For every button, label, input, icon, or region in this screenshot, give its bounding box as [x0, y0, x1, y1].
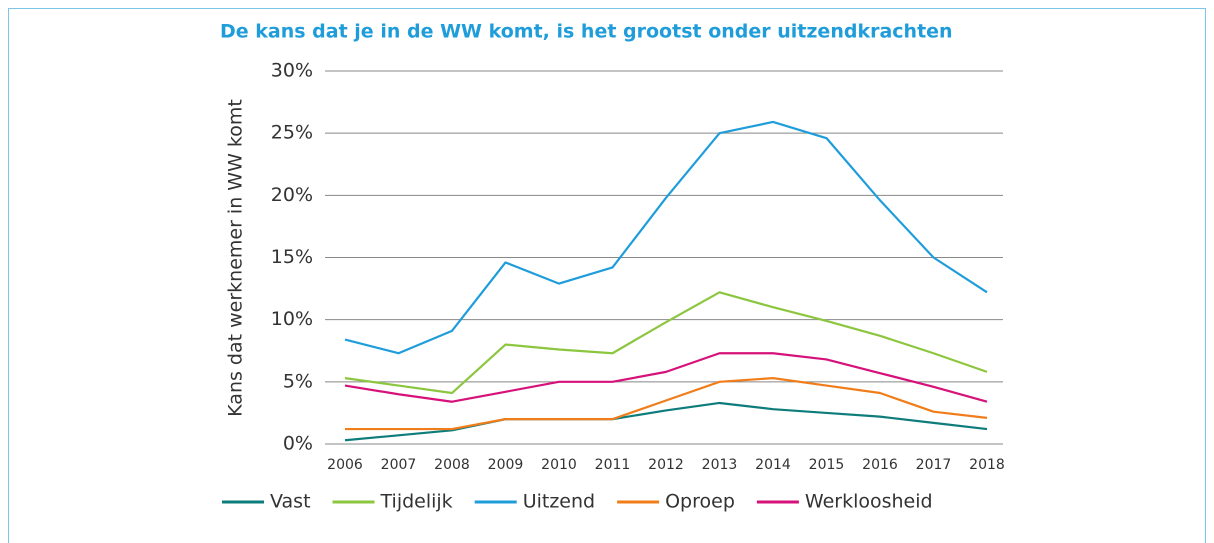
x-tick-label: 2017 [916, 457, 952, 473]
series-line [344, 120, 988, 355]
legend-label: Tijdelijk [380, 491, 453, 513]
y-tick-label: 10% [271, 308, 313, 330]
series-line [344, 291, 988, 395]
series-line [344, 401, 988, 442]
x-tick-label: 2014 [755, 457, 791, 473]
legend-label: Werkloosheid [805, 491, 933, 513]
x-tick-label: 2009 [488, 457, 524, 473]
legend-label: Vast [270, 491, 311, 513]
x-tick-label: 2015 [809, 457, 845, 473]
y-tick-label: 0% [283, 433, 313, 455]
x-tick-label: 2007 [381, 457, 417, 473]
x-tick-label: 2011 [595, 457, 631, 473]
x-tick-label: 2016 [862, 457, 898, 473]
legend-label: Oproep [665, 491, 735, 513]
series-line [344, 352, 988, 403]
x-tick-label: 2008 [434, 457, 470, 473]
y-tick-label: 15% [271, 246, 313, 268]
x-tick-label: 2018 [969, 457, 1005, 473]
chart-title: De kans dat je in de WW komt, is het gro… [220, 21, 953, 43]
x-tick-label: 2010 [541, 457, 577, 473]
x-tick-label: 2006 [327, 457, 363, 473]
y-tick-label: 20% [271, 184, 313, 206]
legend-label: Uitzend [523, 491, 595, 513]
y-tick-label: 25% [271, 122, 313, 144]
y-axis-label: Kans dat werknemer in WW komt [225, 99, 247, 417]
y-tick-label: 5% [283, 370, 313, 392]
series-line [345, 377, 988, 431]
x-tick-label: 2013 [702, 457, 738, 473]
x-tick-label: 2012 [648, 457, 684, 473]
frame [8, 8, 1206, 543]
y-tick-label: 30% [271, 60, 313, 82]
